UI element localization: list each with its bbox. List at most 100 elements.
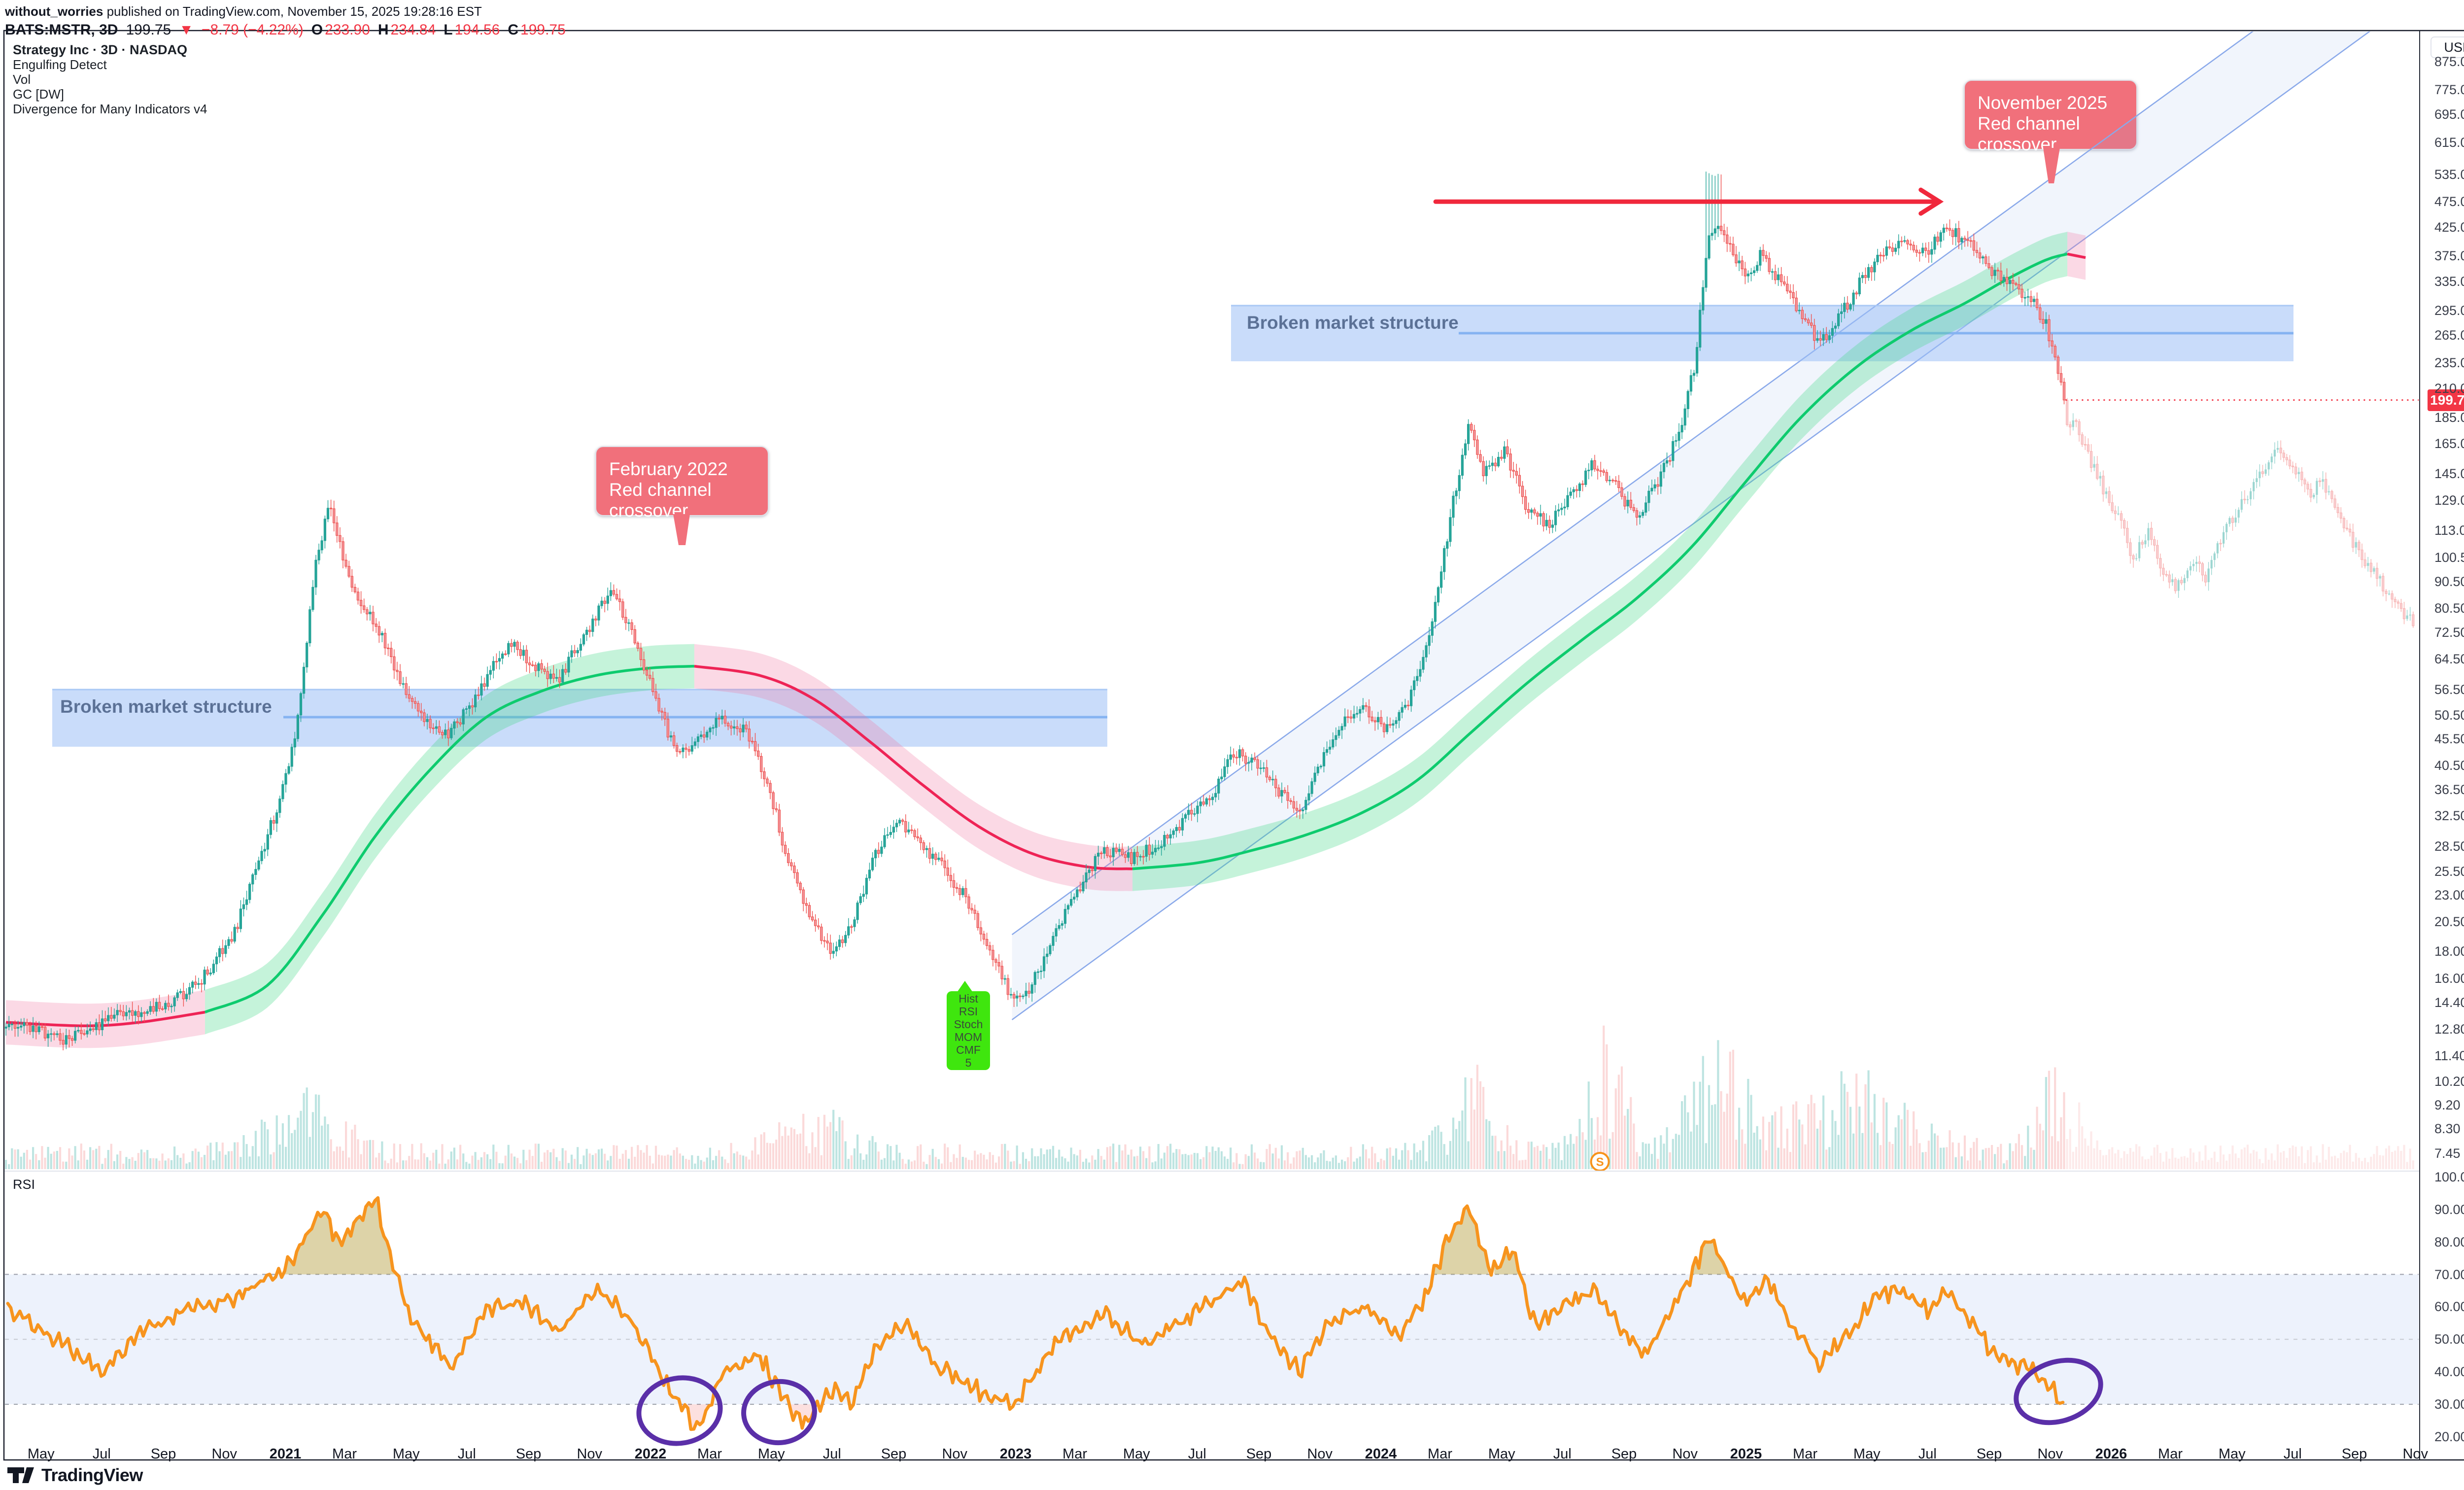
- candlesticks[interactable]: [5, 172, 2066, 1050]
- axis-month-label[interactable]: Mar: [1428, 1446, 1452, 1462]
- price-tick: 425.00: [2434, 219, 2464, 235]
- axis-month-label[interactable]: May: [1853, 1446, 1881, 1462]
- axis-month-label[interactable]: Sep: [515, 1446, 542, 1462]
- hand-drawn-circle[interactable]: [2008, 1350, 2109, 1433]
- axis-month-label[interactable]: Nov: [1672, 1446, 1698, 1462]
- axis-month-label[interactable]: Jul: [1553, 1446, 1572, 1462]
- axis-month-label[interactable]: Jul: [457, 1446, 476, 1462]
- axis-month-label[interactable]: Jul: [822, 1446, 841, 1462]
- price-tick: 11.40: [2434, 1048, 2464, 1064]
- axis-month-label[interactable]: Sep: [150, 1446, 176, 1462]
- axis-month-label[interactable]: Sep: [1246, 1446, 1272, 1462]
- callout-november-2025[interactable]: November 2025 Red channel crossover: [1964, 80, 2137, 154]
- tradingview-footer[interactable]: TradingView: [7, 1465, 143, 1486]
- hand-drawn-circle[interactable]: [741, 1379, 817, 1446]
- hand-drawn-circle[interactable]: [634, 1372, 725, 1450]
- axis-month-label[interactable]: Mar: [697, 1446, 722, 1462]
- axis-month-label[interactable]: May: [757, 1446, 785, 1462]
- rsi-tick: 30.00: [2434, 1397, 2464, 1412]
- axis-month-label[interactable]: Mar: [332, 1446, 357, 1462]
- axis-month-label[interactable]: Mar: [1793, 1446, 1817, 1462]
- callout-stem-nov: [2043, 148, 2060, 183]
- resistance-arrow[interactable]: [1433, 187, 1944, 216]
- legend-line-2[interactable]: Vol: [13, 72, 31, 87]
- price-tick: 129.00: [2434, 492, 2464, 508]
- legend-line-4[interactable]: Divergence for Many Indicators v4: [13, 102, 207, 116]
- axis-month-label[interactable]: Jul: [92, 1446, 111, 1462]
- legend-line-3[interactable]: GC [DW]: [13, 87, 64, 102]
- trend-channel[interactable]: [1011, 0, 2440, 1020]
- axis-month-label[interactable]: Nov: [577, 1446, 603, 1462]
- chart-frame: [3, 30, 2464, 1461]
- broken-structure-band[interactable]: [1231, 305, 2293, 361]
- divergence-indicator-label[interactable]: Hist RSI Stoch MOM CMF 5: [947, 991, 990, 1070]
- price-tick: 535.00: [2434, 167, 2464, 182]
- axis-year-label[interactable]: 2026: [2095, 1446, 2127, 1462]
- rsi-pane[interactable]: [5, 1196, 2419, 1450]
- axis-month-label[interactable]: Sep: [881, 1446, 907, 1462]
- indicator-legend[interactable]: Strategy Inc · 3D · NASDAQ Engulfing Dete…: [13, 42, 207, 116]
- split-event-marker[interactable]: S: [1590, 1152, 1610, 1172]
- price-tick: 45.50: [2434, 731, 2464, 747]
- axis-month-label[interactable]: May: [392, 1446, 420, 1462]
- legend-line-1[interactable]: Engulfing Detect: [13, 57, 107, 72]
- price-tick: 20.50: [2434, 914, 2464, 929]
- change-value: −8.79 (−4.22%): [201, 22, 304, 38]
- axis-year-label[interactable]: 2022: [634, 1446, 667, 1462]
- price-tick: 16.00: [2434, 970, 2464, 986]
- rsi-tick: 50.00: [2434, 1332, 2464, 1347]
- divergence-label-line: MOM: [954, 1031, 983, 1043]
- price-tick: 265.00: [2434, 328, 2464, 343]
- low-label: L: [444, 22, 453, 38]
- open-value: 233.90: [325, 22, 370, 38]
- price-tick: 185.00: [2434, 410, 2464, 425]
- axis-month-label[interactable]: Mar: [1062, 1446, 1087, 1462]
- axis-month-label[interactable]: Nov: [1307, 1446, 1333, 1462]
- axis-month-label[interactable]: Jul: [1918, 1446, 1937, 1462]
- axis-year-label[interactable]: 2023: [999, 1446, 1032, 1462]
- rsi-tick: 80.00: [2434, 1234, 2464, 1249]
- price-tick: 210.00: [2434, 381, 2464, 396]
- price-tick: 775.00: [2434, 82, 2464, 97]
- axis-month-label[interactable]: May: [27, 1446, 55, 1462]
- divergence-label-line: Hist: [958, 992, 978, 1005]
- price-tick: 64.50: [2434, 651, 2464, 666]
- axis-month-label[interactable]: May: [1488, 1446, 1515, 1462]
- axis-year-label[interactable]: 2025: [1730, 1446, 1762, 1462]
- price-tick: 375.00: [2434, 248, 2464, 263]
- axis-month-label[interactable]: Sep: [2341, 1446, 2367, 1462]
- projected-candlesticks: [2066, 398, 2415, 628]
- callout-stem-feb: [673, 514, 690, 545]
- axis-month-label[interactable]: Nov: [2402, 1446, 2429, 1462]
- price-tick: 10.20: [2434, 1074, 2464, 1089]
- open-label: O: [311, 22, 323, 38]
- axis-month-label[interactable]: Mar: [2158, 1446, 2183, 1462]
- axis-month-label[interactable]: Nov: [2037, 1446, 2063, 1462]
- divergence-label-line: CMF: [956, 1043, 981, 1056]
- symbol-label[interactable]: BATS:MSTR, 3D: [5, 22, 118, 38]
- axis-year-label[interactable]: 2021: [269, 1446, 302, 1462]
- price-tick: 40.50: [2434, 758, 2464, 773]
- axis-month-label[interactable]: May: [1123, 1446, 1150, 1462]
- price-tick: 113.00: [2434, 523, 2464, 538]
- rsi-pane-title[interactable]: RSI: [13, 1177, 35, 1192]
- legend-line-0[interactable]: Strategy Inc · 3D · NASDAQ: [13, 42, 188, 57]
- axis-month-label[interactable]: Jul: [2283, 1446, 2302, 1462]
- axis-year-label[interactable]: 2024: [1365, 1446, 1397, 1462]
- high-label: H: [377, 22, 389, 38]
- axis-month-label[interactable]: May: [2218, 1446, 2246, 1462]
- byline: without_worries published on TradingView…: [5, 4, 482, 19]
- price-tick: 80.50: [2434, 601, 2464, 616]
- axis-month-label[interactable]: Jul: [1188, 1446, 1206, 1462]
- axis-month-label[interactable]: Sep: [1611, 1446, 1637, 1462]
- price-tick: 32.50: [2434, 808, 2464, 824]
- axis-month-label[interactable]: Nov: [942, 1446, 968, 1462]
- broken-structure-band[interactable]: [52, 689, 1107, 747]
- ohlc-close: C 199.75: [508, 22, 565, 38]
- axis-month-label[interactable]: Sep: [1976, 1446, 2002, 1462]
- axis-month-label[interactable]: Nov: [211, 1446, 238, 1462]
- currency-label[interactable]: USD: [2430, 36, 2464, 58]
- close-value: 199.75: [520, 22, 566, 38]
